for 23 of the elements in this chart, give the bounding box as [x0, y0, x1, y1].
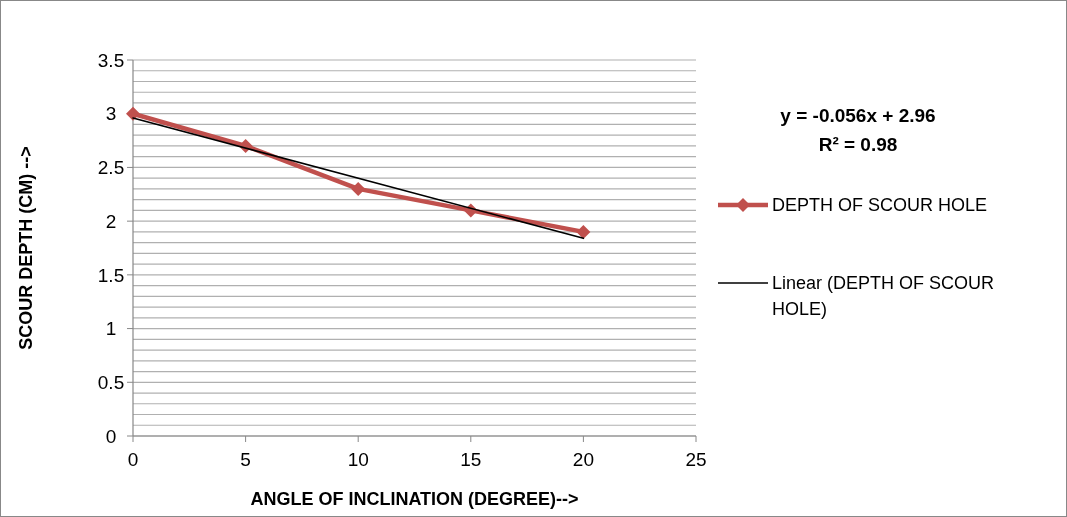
y-tick-label: 3 [105, 103, 117, 125]
legend-label: DEPTH OF SCOUR HOLE [772, 195, 988, 216]
y-tick-label: 2 [105, 210, 117, 232]
y-tick-label: 2.5 [97, 157, 125, 179]
legend-label: Linear (DEPTH OF SCOUR HOLE) [772, 273, 995, 320]
x-tick-label: 0 [127, 449, 139, 470]
x-tick-label: 5 [240, 449, 251, 470]
x-tick-label: 15 [460, 449, 482, 470]
x-tick-label: 10 [347, 449, 369, 470]
y-tick-label: 0.5 [97, 371, 125, 393]
y-tick-label: 3.5 [97, 49, 125, 71]
point [351, 181, 366, 196]
x-tick-label: 20 [572, 449, 594, 470]
y-tick-label: 1.5 [97, 264, 125, 286]
y-tick-label: 0 [105, 425, 117, 447]
y-tick-label: 1 [105, 318, 117, 340]
point [126, 106, 140, 121]
text: y = -0.056x + 2.96 [780, 105, 936, 126]
y-axis-title: SCOUR DEPTH (CM) --> [16, 146, 36, 350]
x-axis-title: ANGLE OF INCLINATION (DEGREE)--> [250, 489, 579, 509]
x-tick-label: 25 [685, 449, 707, 470]
point [576, 224, 591, 239]
text: R² = 0.98 [818, 134, 898, 155]
